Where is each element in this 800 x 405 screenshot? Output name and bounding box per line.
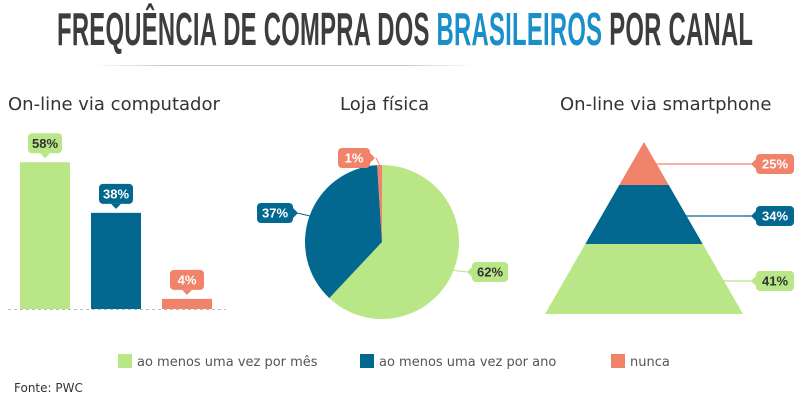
pie-data-label-pointer	[370, 153, 375, 163]
pie-data-label-text: 37%	[262, 206, 288, 221]
pyramid-data-label-box	[756, 206, 794, 226]
bar-data-label-box	[170, 269, 204, 290]
pyramid-data-label-pointer	[751, 211, 756, 221]
source-note: Fonte: PWC	[14, 381, 83, 395]
pie-data-label-text: 62%	[477, 265, 503, 280]
title-divider	[90, 65, 478, 66]
bar-data-label: 4%	[170, 269, 204, 295]
legend-swatch	[360, 354, 374, 368]
pyramid-band	[619, 142, 669, 185]
bar-data-label-box	[99, 183, 133, 204]
pyramid-data-label-text: 25%	[762, 157, 788, 172]
chart-title: FREQUÊNCIA DE COMPRA DOS BRASILEIROS POR…	[57, 4, 753, 54]
bar-data-label-text: 4%	[178, 272, 197, 287]
pie-data-label-box	[472, 262, 508, 282]
bar-data-label-pointer	[182, 289, 192, 295]
pie-slice	[329, 165, 460, 319]
pyramid-data-label-pointer	[751, 276, 756, 286]
pyramid-data-label-pointer	[751, 159, 756, 169]
bar	[162, 298, 212, 309]
pyramid-data-label-box	[756, 154, 794, 174]
pie-leader-line	[296, 212, 310, 217]
pie-data-label-text: 1%	[345, 151, 364, 166]
pyramid-data-label-box	[756, 271, 794, 291]
pie-slice	[305, 165, 382, 299]
pyramid-chart-title: On-line via smartphone	[560, 94, 771, 115]
legend-swatch	[611, 354, 625, 368]
pie-data-label: 1%	[338, 148, 375, 168]
pyramid-data-label-text: 41%	[762, 274, 788, 289]
pie-leader-line	[375, 157, 381, 166]
pie-slice	[377, 165, 382, 242]
bar-data-label: 38%	[99, 183, 133, 209]
pyramid-band	[585, 185, 703, 244]
pie-data-label: 37%	[257, 203, 298, 223]
legend-label: nunca	[630, 355, 670, 370]
bar-data-label-text: 38%	[103, 186, 129, 201]
bar-data-label-box	[28, 133, 62, 154]
pie-data-label-box	[257, 203, 293, 223]
pyramid-data-label: 25%	[751, 154, 794, 174]
bar	[20, 162, 70, 309]
pie-data-label-pointer	[467, 267, 472, 277]
bar-data-label-pointer	[111, 203, 121, 209]
pie-data-label: 62%	[467, 262, 508, 282]
bar-data-label: 58%	[28, 133, 62, 159]
bar	[91, 212, 141, 309]
pie-leader-line	[453, 269, 469, 273]
bar-chart-title: On-line via computador	[8, 94, 220, 115]
pyramid-band	[545, 244, 743, 314]
pyramid-data-label: 34%	[751, 206, 794, 226]
pie-data-label-pointer	[293, 208, 298, 218]
pyramid-data-label-text: 34%	[762, 209, 788, 224]
pie-data-label-box	[338, 148, 370, 168]
title-part: POR CANAL	[602, 3, 754, 55]
pyramid-data-label: 41%	[751, 271, 794, 291]
legend-swatch	[118, 354, 132, 368]
legend-label: ao menos uma vez por mês	[137, 355, 318, 370]
title-highlight: BRASILEIROS	[436, 3, 603, 55]
legend-label: ao menos uma vez por ano	[379, 355, 556, 370]
bar-data-label-text: 58%	[32, 136, 58, 151]
pie-chart-title: Loja física	[340, 94, 429, 115]
title-part: FREQUÊNCIA DE COMPRA DOS	[57, 3, 437, 55]
bar-data-label-pointer	[40, 153, 50, 159]
